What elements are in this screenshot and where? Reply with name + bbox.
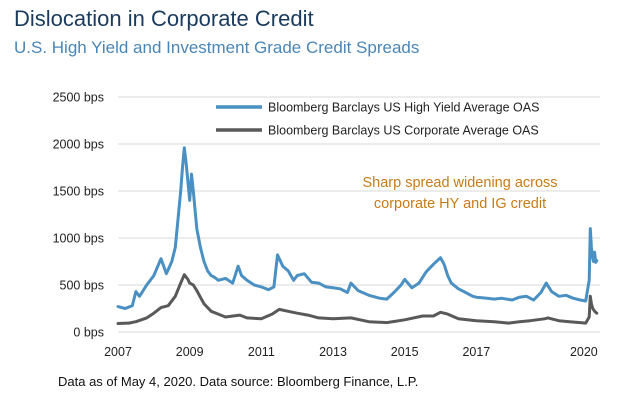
chart-subtitle: U.S. High Yield and Investment Grade Cre… (14, 38, 420, 57)
annotation-line-2: corporate HY and IG credit (374, 196, 546, 212)
legend-label-corporate: Bloomberg Barclays US Corporate Average … (268, 124, 539, 138)
series-layer (116, 146, 599, 325)
x-tick-label: 2007 (104, 345, 132, 359)
y-tick-label: 1500 bps (53, 185, 104, 199)
y-tick-label: 1000 bps (53, 232, 104, 246)
footnote: Data as of May 4, 2020. Data source: Blo… (58, 374, 419, 389)
x-tick-label: 2015 (391, 345, 419, 359)
legend: Bloomberg Barclays US High Yield Average… (216, 101, 539, 138)
series-line-corporate (116, 273, 599, 325)
x-tick-label: 2017 (462, 345, 490, 359)
y-tick-label: 2000 bps (53, 138, 104, 152)
grid-layer (118, 96, 600, 333)
y-tick-label: 500 bps (60, 279, 104, 293)
annotation: Sharp spread widening across corporate H… (362, 175, 557, 212)
series-line-high-yield (116, 146, 599, 310)
chart-title: Dislocation in Corporate Credit (14, 6, 314, 31)
x-tick-label: 2011 (248, 345, 275, 359)
y-axis-ticks: 0 bps 500 bps 1000 bps 1500 bps 2000 bps 2500… (53, 91, 104, 340)
y-tick-label: 0 bps (73, 326, 104, 340)
legend-label-high-yield: Bloomberg Barclays US High Yield Average… (268, 101, 539, 115)
x-tick-label: 2013 (319, 345, 347, 359)
annotation-line-1: Sharp spread widening across (362, 175, 557, 191)
x-tick-label: 2009 (176, 345, 204, 359)
x-tick-label: 2020 (570, 345, 598, 359)
x-axis-ticks: 2007 2009 2011 2013 2015 2017 2020 (104, 345, 598, 359)
y-tick-label: 2500 bps (53, 91, 104, 105)
